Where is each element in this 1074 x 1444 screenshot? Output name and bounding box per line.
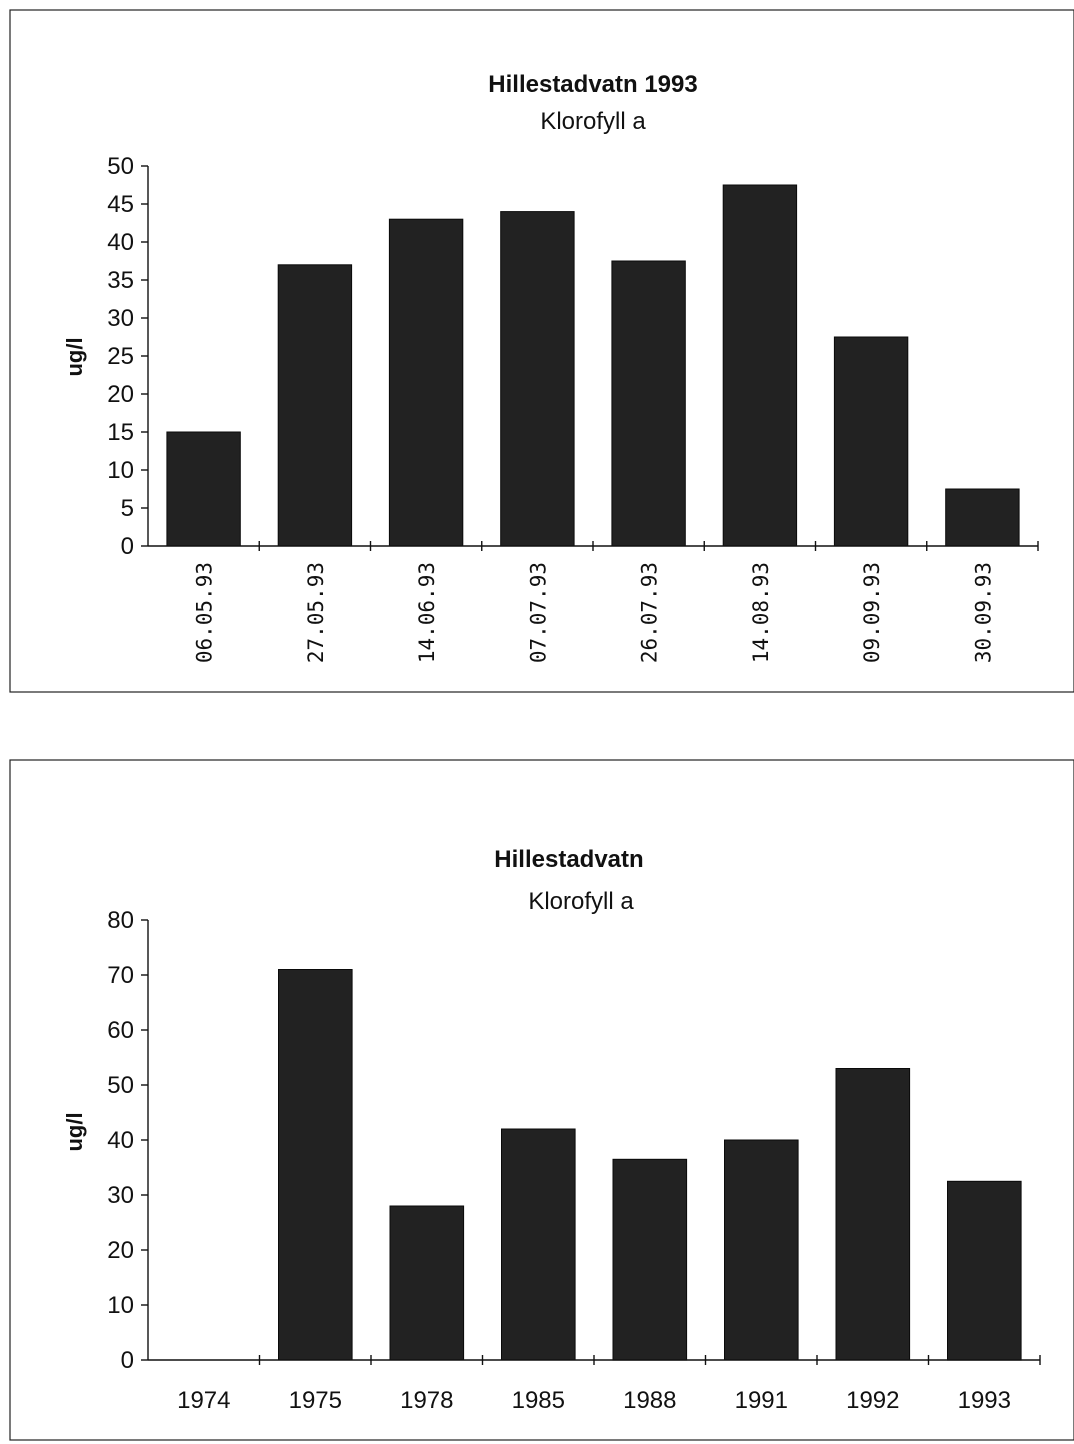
chart-history-y-tick-label: 80 — [107, 907, 134, 934]
chart-history-y-tick-label: 50 — [107, 1072, 134, 1099]
chart-history-x-tick-label: 1992 — [846, 1387, 899, 1414]
chart-history-y-ticks: 0 10 20 30 40 50 60 70 80 — [107, 907, 148, 1374]
chart-history-y-tick-label: 40 — [107, 1127, 134, 1154]
chart-1993-axes — [147, 166, 1038, 547]
chart-1993-y-tick-label: 0 — [121, 533, 134, 560]
chart-1993-bar-14.08.93 — [722, 184, 798, 547]
chart-history: Hillestadvatn Klorofyll a ug/l 0 10 20 30 40… — [9, 759, 1074, 1441]
chart-1993-bar-07.07.93 — [500, 211, 575, 547]
chart-1993-x-tick-label: 06.05.93 — [193, 562, 217, 663]
chart-1993-bar-14.06.93 — [388, 218, 464, 547]
chart-1993-y-axis-label: ug/l — [62, 337, 87, 376]
chart-1993-x-tick-label: 14.08.93 — [749, 562, 773, 663]
chart-1993-frame — [9, 9, 1074, 693]
chart-history-y-tick-label: 70 — [107, 962, 134, 989]
chart-history-bars — [278, 969, 1022, 1361]
chart-1993-y-tick-label: 15 — [107, 419, 134, 446]
chart-1993-bar-06.05.93 — [166, 431, 241, 547]
chart-1993-bars — [166, 184, 1020, 547]
chart-history-x-tick-label: 1988 — [623, 1387, 676, 1414]
chart-history-subtitle: Klorofyll a — [528, 888, 634, 915]
chart-1993-x-tick-label: 30.09.93 — [971, 562, 995, 663]
chart-1993-y-tick-label: 50 — [107, 153, 134, 180]
chart-1993-x-tick-label: 07.07.93 — [526, 562, 550, 663]
chart-history-x-tick-label: 1974 — [177, 1387, 230, 1414]
chart-1993-y-tick-label: 35 — [107, 267, 134, 294]
chart-1993-y-ticks: 0 5 10 15 20 25 30 35 40 45 50 — [107, 153, 148, 560]
chart-1993-x-ticks: 06.05.93 27.05.93 14.06.93 07.07.93 26.07.93… — [193, 541, 1039, 663]
chart-1993-y-tick-label: 10 — [107, 457, 134, 484]
chart-history-x-tick-label: 1975 — [289, 1387, 342, 1414]
chart-history-bar-1991 — [724, 1139, 799, 1361]
chart-1993-y-tick-label: 25 — [107, 343, 134, 370]
chart-1993-bar-09.09.93 — [833, 336, 909, 547]
chart-history-bar-1993 — [947, 1180, 1022, 1361]
chart-history-x-tick-label: 1985 — [512, 1387, 565, 1414]
chart-history-axes — [147, 920, 1040, 1361]
chart-1993-y-tick-label: 40 — [107, 229, 134, 256]
chart-1993-x-tick-label: 26.07.93 — [638, 562, 662, 663]
chart-1993-title: Hillestadvatn 1993 — [488, 71, 697, 98]
chart-1993-y-tick-label: 45 — [107, 191, 134, 218]
chart-1993-bar-30.09.93 — [945, 488, 1020, 547]
chart-1993-x-tick-label: 09.09.93 — [860, 562, 884, 663]
chart-1993-x-tick-label: 27.05.93 — [304, 562, 328, 663]
chart-history-y-tick-label: 30 — [107, 1182, 134, 1209]
chart-history-x-tick-label: 1978 — [400, 1387, 453, 1414]
chart-1993-y-tick-label: 20 — [107, 381, 134, 408]
chart-history-bar-1985 — [501, 1128, 576, 1361]
chart-history-x-tick-label: 1991 — [735, 1387, 788, 1414]
chart-history-y-axis-label: ug/l — [62, 1112, 87, 1151]
chart-1993: Hillestadvatn 1993 Klorofyll a ug/l 0 5 10… — [9, 9, 1074, 693]
chart-history-bar-1988 — [612, 1158, 688, 1361]
chart-history-y-tick-label: 0 — [121, 1347, 134, 1374]
chart-history-y-tick-label: 10 — [107, 1292, 134, 1319]
chart-history-bar-1975 — [278, 969, 353, 1361]
chart-history-bar-1992 — [835, 1068, 911, 1361]
chart-1993-bar-26.07.93 — [611, 260, 686, 547]
chart-history-x-ticks: 1974 1975 1978 1985 1988 1991 1992 1993 — [177, 1355, 1041, 1414]
chart-1993-bar-27.05.93 — [277, 264, 353, 547]
chart-history-frame — [9, 759, 1074, 1441]
chart-1993-y-tick-label: 5 — [121, 495, 134, 522]
chart-history-title: Hillestadvatn — [494, 846, 643, 873]
chart-1993-subtitle: Klorofyll a — [540, 108, 646, 135]
chart-history-x-tick-label: 1993 — [958, 1387, 1011, 1414]
chart-history-y-tick-label: 20 — [107, 1237, 134, 1264]
chart-history-bar-1978 — [389, 1205, 465, 1361]
chart-history-y-tick-label: 60 — [107, 1017, 134, 1044]
chart-1993-y-tick-label: 30 — [107, 305, 134, 332]
chart-1993-x-tick-label: 14.06.93 — [415, 562, 439, 663]
